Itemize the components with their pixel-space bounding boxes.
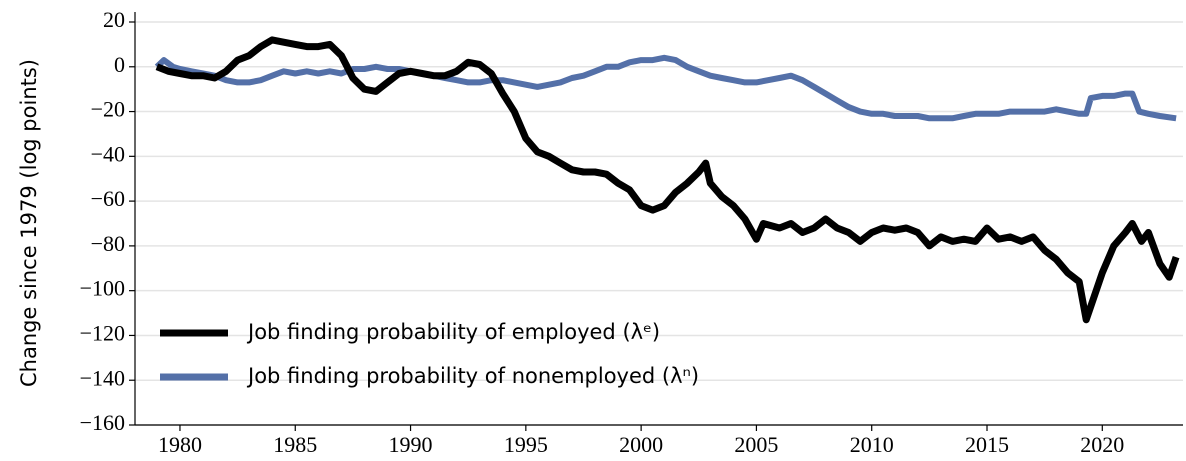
x-tick-label: 1990	[389, 432, 433, 457]
y-tick-label: −140	[80, 365, 125, 390]
y-tick-label: −100	[80, 276, 125, 301]
y-tick-label: −160	[80, 410, 125, 435]
y-tick-label: −60	[91, 186, 125, 211]
series-line	[154, 54, 1177, 122]
series-line	[155, 36, 1180, 324]
x-tick-label: 2015	[965, 432, 1009, 457]
legend-label: Job finding probability of employed (λᵉ)	[246, 320, 660, 344]
y-tick-label: −20	[91, 97, 125, 122]
x-tick-label: 2005	[734, 432, 778, 457]
y-tick-label: 20	[103, 7, 125, 32]
x-tick-label: 2010	[850, 432, 894, 457]
y-axis-label: Change since 1979 (log points)	[17, 59, 41, 387]
y-tick-label: −120	[80, 320, 125, 345]
legend-label: Job finding probability of nonemployed (…	[246, 364, 699, 388]
x-tick-label: 1985	[273, 432, 317, 457]
x-tick-label: 2020	[1080, 432, 1124, 457]
y-tick-label: −40	[91, 141, 125, 166]
y-tick-label: −80	[91, 231, 125, 256]
x-tick-label: 2000	[619, 432, 663, 457]
x-tick-label: 1995	[504, 432, 548, 457]
y-tick-label: 0	[114, 52, 125, 77]
x-tick-label: 1980	[158, 432, 202, 457]
